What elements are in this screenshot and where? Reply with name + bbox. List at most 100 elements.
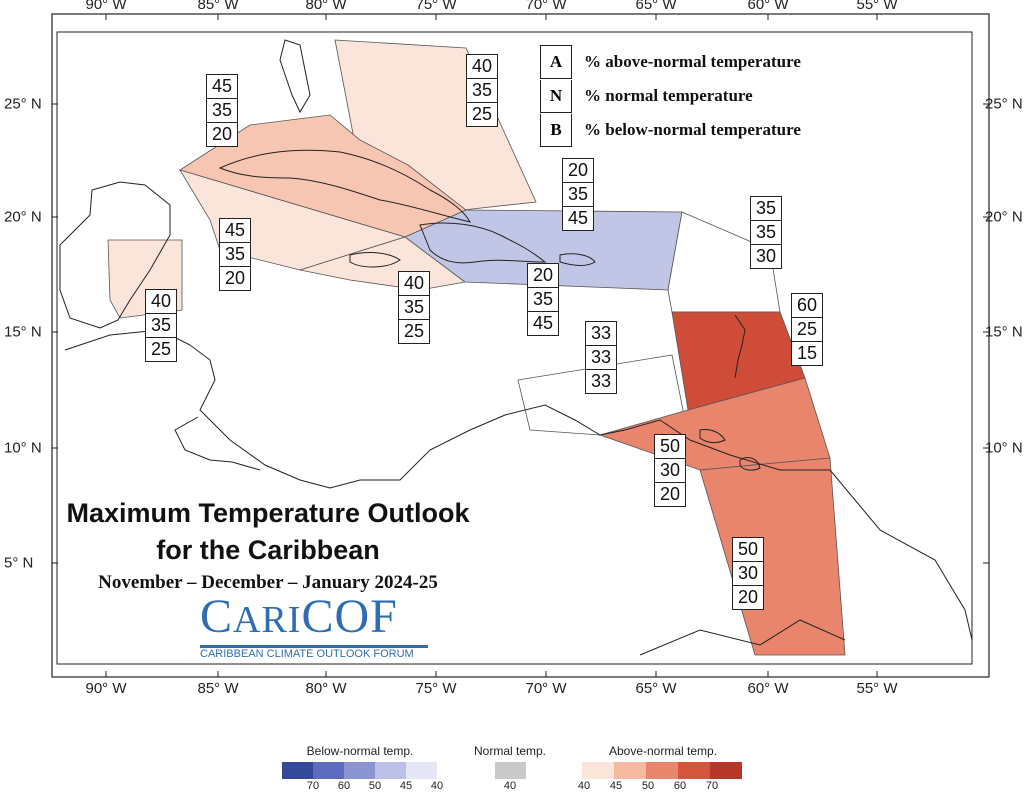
prob-box-bahamas: 40 35 25 [466, 54, 498, 127]
key-text: % above-normal temperature [584, 52, 801, 71]
logo-wordmark: CARICOF [200, 590, 398, 643]
prob-above: 50 [733, 538, 763, 562]
prob-normal: 35 [220, 243, 250, 267]
lon-label-top: 70° W [525, 0, 567, 13]
key-row-below: B % below-normal temperature [540, 113, 801, 147]
prob-below: 20 [224, 268, 246, 288]
lat-label-left: 15° N [4, 323, 42, 341]
prob-above: 20 [528, 264, 558, 288]
lon-label-bottom: 90° W [85, 680, 127, 697]
prob-below: 15 [796, 343, 818, 363]
prob-below: 33 [590, 371, 612, 391]
legend-tick: 45 [399, 780, 413, 792]
prob-normal: 35 [467, 79, 497, 103]
prob-below: 25 [471, 104, 493, 124]
lat-label-right: 20° N [985, 208, 1023, 226]
prob-normal: 35 [399, 296, 429, 320]
probability-key: A % above-normal temperature N % normal … [540, 45, 801, 147]
prob-above: 40 [399, 272, 429, 296]
prob-box-jamaica: 40 35 25 [398, 271, 430, 344]
prob-below: 20 [737, 587, 759, 607]
key-text: % normal temperature [584, 86, 753, 105]
prob-below: 45 [532, 313, 554, 333]
lon-label-bottom: 65° W [635, 680, 677, 697]
key-text: % below-normal temperature [584, 120, 801, 139]
lon-label-top: 60° W [747, 0, 789, 13]
lat-label-left: 5° N [4, 554, 34, 572]
legend-tick: 70 [705, 780, 719, 792]
lon-label-top: 85° W [197, 0, 239, 13]
prob-above: 40 [467, 55, 497, 79]
lon-label-bottom: 85° W [197, 680, 239, 697]
lat-label-left: 20° N [4, 208, 42, 226]
prob-below: 20 [211, 124, 233, 144]
prob-above: 60 [792, 294, 822, 318]
prob-normal: 33 [586, 346, 616, 370]
legend-tick: 60 [673, 780, 687, 792]
lat-label-right: 25° N [985, 95, 1023, 113]
logo-underline [200, 645, 428, 648]
legend-swatches [282, 762, 742, 779]
lon-label-bottom: 75° W [415, 680, 457, 697]
prob-normal: 35 [146, 314, 176, 338]
lon-label-bottom: 80° W [305, 680, 347, 697]
logo-tagline: CARIBBEAN CLIMATE OUTLOOK FORUM [200, 648, 414, 660]
prob-below: 25 [403, 321, 425, 341]
lon-label-bottom: 60° W [747, 680, 789, 697]
prob-above: 45 [220, 219, 250, 243]
key-letter: B [540, 113, 572, 147]
prob-normal: 35 [751, 221, 781, 245]
prob-normal: 35 [528, 288, 558, 312]
legend-tick: 45 [609, 780, 623, 792]
key-row-above: A % above-normal temperature [540, 45, 801, 79]
prob-above: 50 [655, 435, 685, 459]
lat-label-right: 15° N [985, 323, 1023, 341]
prob-above: 45 [207, 75, 237, 99]
legend-tick: 40 [430, 780, 444, 792]
prob-below: 45 [567, 208, 589, 228]
prob-box-cayman: 45 35 20 [219, 218, 251, 291]
prob-box-leeward: 35 35 30 [750, 196, 782, 269]
prob-below: 25 [150, 339, 172, 359]
map-title-line2: for the Caribbean [156, 535, 380, 565]
prob-box-abc: 33 33 33 [585, 321, 617, 394]
prob-box-guianas: 50 30 20 [732, 537, 764, 610]
prob-box-southern-antilles: 20 35 45 [527, 263, 559, 336]
lon-label-top: 65° W [635, 0, 677, 13]
lat-label-left: 10° N [4, 439, 42, 457]
prob-above: 40 [146, 290, 176, 314]
map-title: Maximum Temperature Outlook [66, 498, 470, 528]
prob-above: 20 [563, 159, 593, 183]
legend-title-below: Below-normal temp. [306, 744, 414, 758]
key-row-normal: N % normal temperature [540, 79, 801, 113]
prob-normal: 35 [207, 99, 237, 123]
legend-title-above: Above-normal temp. [608, 744, 718, 758]
prob-above: 33 [586, 322, 616, 346]
prob-box-trinidad: 50 30 20 [654, 434, 686, 507]
map-subtitle: November – December – January 2024-25 [98, 572, 438, 593]
lat-label-right: 10° N [985, 439, 1023, 457]
prob-normal: 30 [655, 459, 685, 483]
prob-box-belize: 40 35 25 [145, 289, 177, 362]
lon-label-top: 90° W [85, 0, 127, 13]
prob-below: 30 [755, 246, 777, 266]
prob-normal: 25 [792, 318, 822, 342]
key-letter: A [540, 45, 572, 79]
lon-label-bottom: 55° W [856, 680, 898, 697]
key-letter: N [540, 79, 572, 113]
prob-box-cuba: 45 35 20 [206, 74, 238, 147]
legend-tick: 50 [368, 780, 382, 792]
legend-tick: 40 [577, 780, 591, 792]
legend-tick: 60 [337, 780, 351, 792]
lon-label-bottom: 70° W [525, 680, 567, 697]
prob-box-hispaniola: 20 35 45 [562, 158, 594, 231]
legend-title-normal: Normal temp. [473, 744, 547, 758]
caricof-logo: CARICOF CARIBBEAN CLIMATE OUTLOOK FORUM [200, 592, 432, 660]
prob-normal: 35 [563, 183, 593, 207]
lon-label-top: 80° W [305, 0, 347, 13]
legend-tick: 40 [503, 780, 517, 792]
prob-normal: 30 [733, 562, 763, 586]
legend-tick: 70 [306, 780, 320, 792]
prob-above: 35 [751, 197, 781, 221]
prob-box-windward: 60 25 15 [791, 293, 823, 366]
